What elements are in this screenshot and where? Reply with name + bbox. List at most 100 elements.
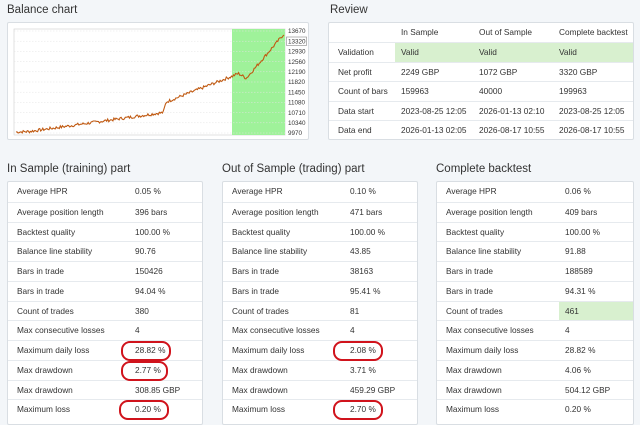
stat-value: 150426 [135,266,163,276]
stat-row: Bars in trade 38163 [223,261,417,281]
stat-value: 409 bars [565,206,598,217]
stat-label: Average position length [232,206,319,217]
out-sample-panel: Average HPR 0.10 % Average position length… [222,181,418,425]
stat-value: 0.10 % [350,186,376,196]
stat-label: Maximum loss [232,404,286,415]
stat-value: 90.76 [135,246,156,257]
stat-value: 0.20 % [135,404,161,415]
stat-value: 0.06 % [565,186,591,196]
stat-row: Max drawdown 2.77 % [8,359,202,380]
review-row-value: 2026-01-13 02:10 [479,105,545,116]
stat-value: 2.08 % [350,345,376,355]
complete-panel: Average HPR 0.06 % Average position length… [436,181,634,425]
stat-value: 308.85 GBP [135,384,181,395]
stat-row: Maximum loss 0.20 % [437,399,633,419]
review-row-value: 2023-08-25 12:05 [559,105,625,116]
stat-row: Bars in trade 95.41 % [223,280,417,301]
y-tick-label: 10340 [288,120,306,127]
y-tick-label: 12930 [288,49,306,56]
stat-value: 91.88 [565,246,586,257]
stat-row: Bars in trade 188589 [437,261,633,281]
stat-row: Count of trades 461 [437,300,633,321]
y-tick-label: 9970 [288,130,303,137]
y-tick-label: 10710 [288,110,306,117]
review-panel: In Sample Out of Sample Complete backtest V… [328,22,634,140]
y-tick-label: 11820 [288,79,306,86]
stat-value: 0.05 % [135,186,161,196]
stat-value: 380 [135,305,149,316]
stat-row: Maximum daily loss 28.82 % [437,340,633,360]
stat-row: Max drawdown 308.85 GBP [8,379,202,400]
stat-label: Max drawdown [446,384,502,395]
balance-chart: 13670 13320 12930 12560 12190 11820 11450 11080… [13,28,307,137]
stat-row: Average position length 396 bars [8,201,202,222]
review-header-cell: Out of Sample [479,27,533,37]
review-row-label: Validation [338,47,374,58]
stat-value: 28.82 % [135,345,166,355]
annotation-circle-out-daily-loss [333,341,383,361]
stat-label: Average position length [446,206,533,217]
review-row: Data start 2023-08-25 12:05 2026-01-13 02:… [329,100,633,120]
review-row-value: 159963 [401,86,429,97]
review-row-label: Data end [338,125,372,135]
stat-label: Max drawdown [232,364,288,375]
stat-label: Maximum daily loss [232,345,305,355]
stat-label: Maximum loss [17,404,71,415]
y-tick-label: 12190 [288,69,306,76]
stat-value: 0.20 % [565,404,591,415]
y-tick-label: 11080 [288,100,306,107]
stat-value: 396 bars [135,206,168,217]
stat-label: Bars in trade [446,266,494,276]
review-row-value: Valid [473,43,553,62]
review-row-value: 1072 GBP [479,66,518,77]
stat-label: Max drawdown [446,364,502,375]
review-title: Review [330,4,368,16]
stat-label: Max consecutive losses [446,325,534,336]
review-row-value: 2249 GBP [401,66,440,77]
stat-label: Maximum daily loss [446,345,519,355]
stat-label: Backtest quality [446,226,505,237]
out-sample-title: Out of Sample (trading) part [222,163,365,175]
stat-value: 461 [559,301,633,321]
stat-value: 4 [565,325,570,336]
y-tick-label: 12560 [288,59,306,66]
review-row-value: 2023-08-25 12:05 [401,105,467,116]
stat-label: Balance line stability [17,246,93,257]
balance-chart-panel: 13670 13320 12930 12560 12190 11820 11450 11080… [7,22,309,140]
stat-row: Average position length 409 bars [437,201,633,222]
y-tick-label: 13320 [288,38,306,45]
stat-label: Balance line stability [232,246,308,257]
stat-value: 94.31 % [565,285,596,296]
stat-label: Max consecutive losses [232,325,320,336]
stat-row: Max drawdown 4.06 % [437,359,633,380]
stat-value: 43.85 [350,246,371,257]
stat-row: Balance line stability 43.85 [223,241,417,261]
review-row: Count of bars 159963 40000 199963 [329,81,633,100]
stat-label: Average HPR [446,186,497,196]
balance-line [15,34,285,135]
review-row-value: 2026-08-17 10:55 [559,125,625,135]
stat-value: 100.00 % [350,226,386,237]
current-balance-box [286,36,307,46]
stat-label: Maximum daily loss [17,345,90,355]
stat-label: Bars in trade [232,266,280,276]
review-row-value: Valid [553,43,633,62]
stat-row: Balance line stability 90.76 [8,241,202,261]
stat-value: 3.71 % [350,364,376,375]
stat-value: 100.00 % [135,226,171,237]
stat-value: 28.82 % [565,345,596,355]
annotation-circle-out-max-loss [333,400,383,420]
complete-title: Complete backtest [436,163,532,175]
y-tick-label: 11450 [288,89,306,96]
stat-row: Bars in trade 94.04 % [8,280,202,301]
stat-value: 4 [135,325,140,336]
review-row-value: 40000 [479,86,503,97]
review-header-row: In Sample Out of Sample Complete backtest [329,23,633,42]
stat-value: 459.29 GBP [350,384,396,395]
stat-row: Max drawdown 459.29 GBP [223,379,417,400]
stat-row: Backtest quality 100.00 % [437,221,633,242]
stat-value: 94.04 % [135,285,166,296]
annotation-circle-in-max-drawdown [121,361,168,381]
y-tick-label: 13670 [288,28,306,35]
review-row: Net profit 2249 GBP 1072 GBP 3320 GBP [329,61,633,81]
